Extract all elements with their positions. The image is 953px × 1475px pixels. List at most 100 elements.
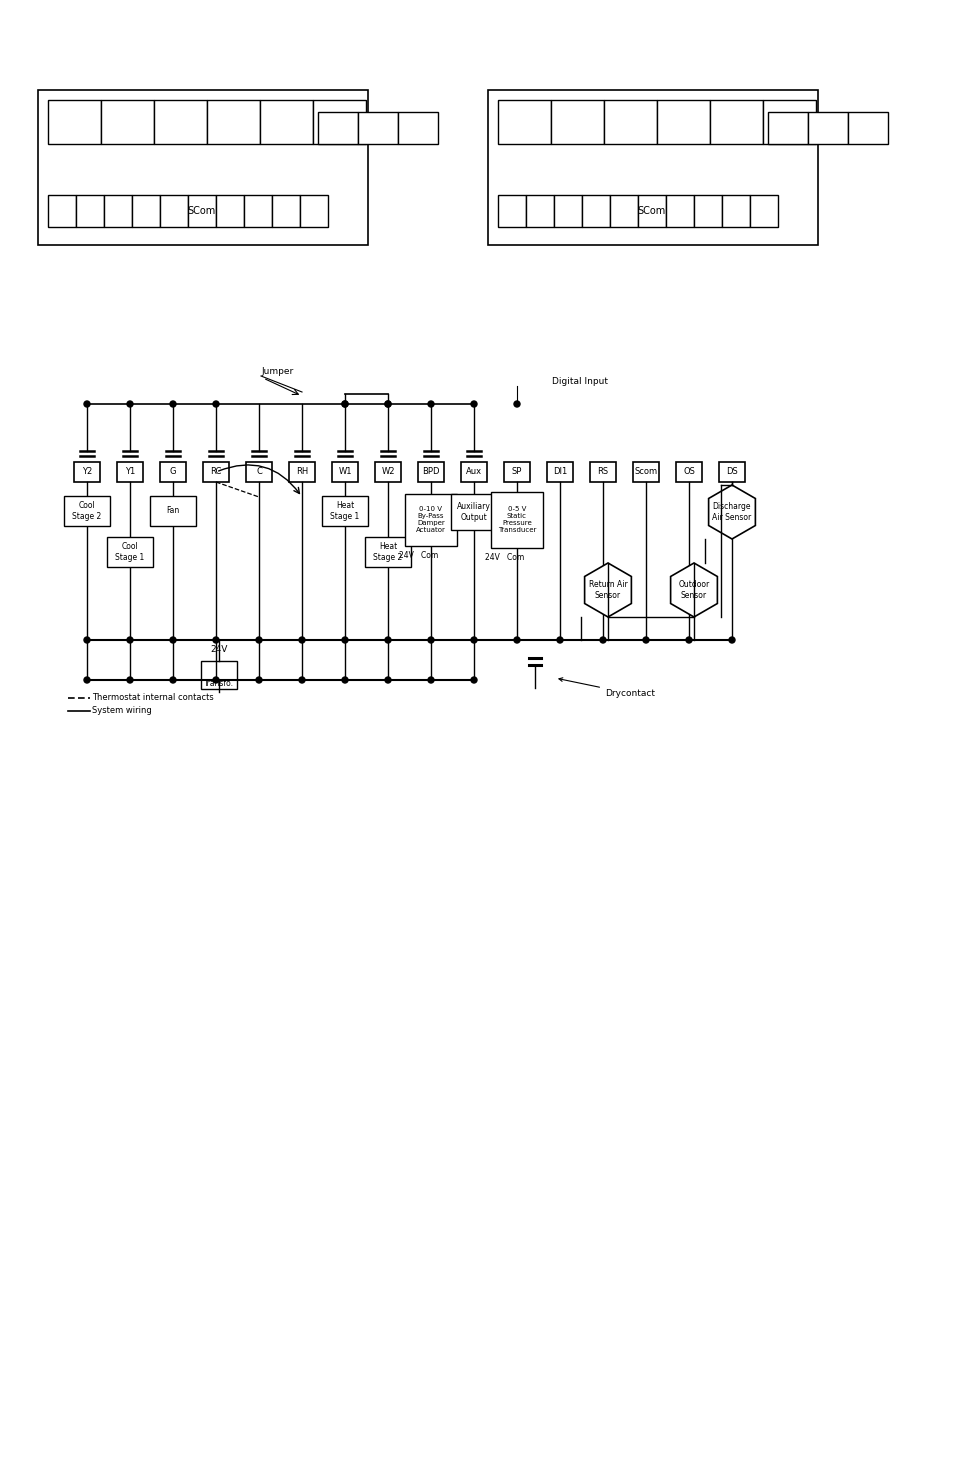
Bar xyxy=(48,195,328,201)
Circle shape xyxy=(341,401,348,407)
Bar xyxy=(603,100,657,145)
Bar xyxy=(313,100,366,145)
Bar xyxy=(497,100,551,145)
Circle shape xyxy=(213,677,219,683)
Circle shape xyxy=(471,677,476,683)
Circle shape xyxy=(642,637,648,643)
Bar xyxy=(317,112,437,117)
Circle shape xyxy=(298,637,305,643)
Text: RH: RH xyxy=(295,468,308,476)
Circle shape xyxy=(428,637,434,643)
Text: BPD: BPD xyxy=(422,468,439,476)
Bar xyxy=(289,462,314,482)
Polygon shape xyxy=(708,485,755,538)
Text: Thermostat internal contacts: Thermostat internal contacts xyxy=(91,693,213,702)
Bar xyxy=(581,195,609,227)
Circle shape xyxy=(213,637,219,643)
Bar xyxy=(657,100,709,145)
Bar xyxy=(497,195,525,227)
Circle shape xyxy=(471,637,476,643)
Text: 24V: 24V xyxy=(210,646,228,655)
Bar xyxy=(188,195,215,227)
Bar xyxy=(417,462,443,482)
Text: 0-5 V
Static
Pressure
Transducer: 0-5 V Static Pressure Transducer xyxy=(497,506,536,534)
Text: Jumper: Jumper xyxy=(261,367,293,376)
Polygon shape xyxy=(670,563,717,617)
Text: Scom: Scom xyxy=(634,468,657,476)
Text: SCom: SCom xyxy=(188,207,216,215)
Circle shape xyxy=(385,677,391,683)
Circle shape xyxy=(385,401,391,407)
Bar xyxy=(160,195,188,227)
Bar xyxy=(676,462,701,482)
Bar xyxy=(609,195,638,227)
Circle shape xyxy=(514,401,519,407)
Text: Heat
Stage 1: Heat Stage 1 xyxy=(330,502,359,521)
Text: G: G xyxy=(170,468,176,476)
Circle shape xyxy=(127,401,132,407)
Circle shape xyxy=(341,401,348,407)
Bar xyxy=(64,496,110,527)
Circle shape xyxy=(514,637,519,643)
Circle shape xyxy=(728,637,734,643)
Text: RC: RC xyxy=(210,468,221,476)
Text: Heat
Stage 2: Heat Stage 2 xyxy=(373,543,402,562)
Circle shape xyxy=(170,637,175,643)
Bar xyxy=(749,195,778,227)
Bar xyxy=(460,462,486,482)
Bar xyxy=(807,112,847,145)
Bar xyxy=(299,195,328,227)
Bar xyxy=(709,100,762,145)
Circle shape xyxy=(298,677,305,683)
Circle shape xyxy=(557,637,562,643)
Text: Drycontact: Drycontact xyxy=(558,678,655,698)
Bar xyxy=(48,100,366,106)
Circle shape xyxy=(127,637,132,643)
Bar xyxy=(497,100,815,106)
Circle shape xyxy=(170,677,175,683)
Bar xyxy=(117,462,143,482)
Bar xyxy=(322,496,368,527)
Circle shape xyxy=(127,677,132,683)
Bar xyxy=(203,462,229,482)
Bar xyxy=(104,195,132,227)
Bar xyxy=(272,195,299,227)
Text: Transfo.: Transfo. xyxy=(204,680,233,689)
Bar xyxy=(503,462,530,482)
Circle shape xyxy=(84,401,90,407)
Text: Y1: Y1 xyxy=(125,468,135,476)
Circle shape xyxy=(685,637,691,643)
Circle shape xyxy=(385,401,391,407)
Bar xyxy=(488,90,817,245)
Circle shape xyxy=(341,677,348,683)
Circle shape xyxy=(170,401,175,407)
Bar xyxy=(153,100,207,145)
Text: W2: W2 xyxy=(381,468,395,476)
Bar xyxy=(721,195,749,227)
Bar xyxy=(397,112,437,145)
Circle shape xyxy=(428,401,434,407)
Circle shape xyxy=(428,677,434,683)
Bar xyxy=(719,462,744,482)
Circle shape xyxy=(84,677,90,683)
Bar xyxy=(767,112,887,117)
Bar xyxy=(101,100,153,145)
Text: System wiring: System wiring xyxy=(91,707,152,715)
Bar xyxy=(244,195,272,227)
Bar xyxy=(551,100,603,145)
Bar xyxy=(762,100,815,145)
Bar xyxy=(48,195,76,227)
Bar xyxy=(107,537,152,566)
Text: Cool
Stage 1: Cool Stage 1 xyxy=(115,543,145,562)
Polygon shape xyxy=(584,563,631,617)
Circle shape xyxy=(255,637,262,643)
Circle shape xyxy=(84,637,90,643)
Bar xyxy=(48,100,101,145)
Text: OS: OS xyxy=(682,468,694,476)
Bar xyxy=(554,195,581,227)
Bar xyxy=(160,462,186,482)
Bar xyxy=(246,462,272,482)
Bar xyxy=(260,100,313,145)
Text: Aux: Aux xyxy=(465,468,481,476)
Bar xyxy=(405,494,456,546)
